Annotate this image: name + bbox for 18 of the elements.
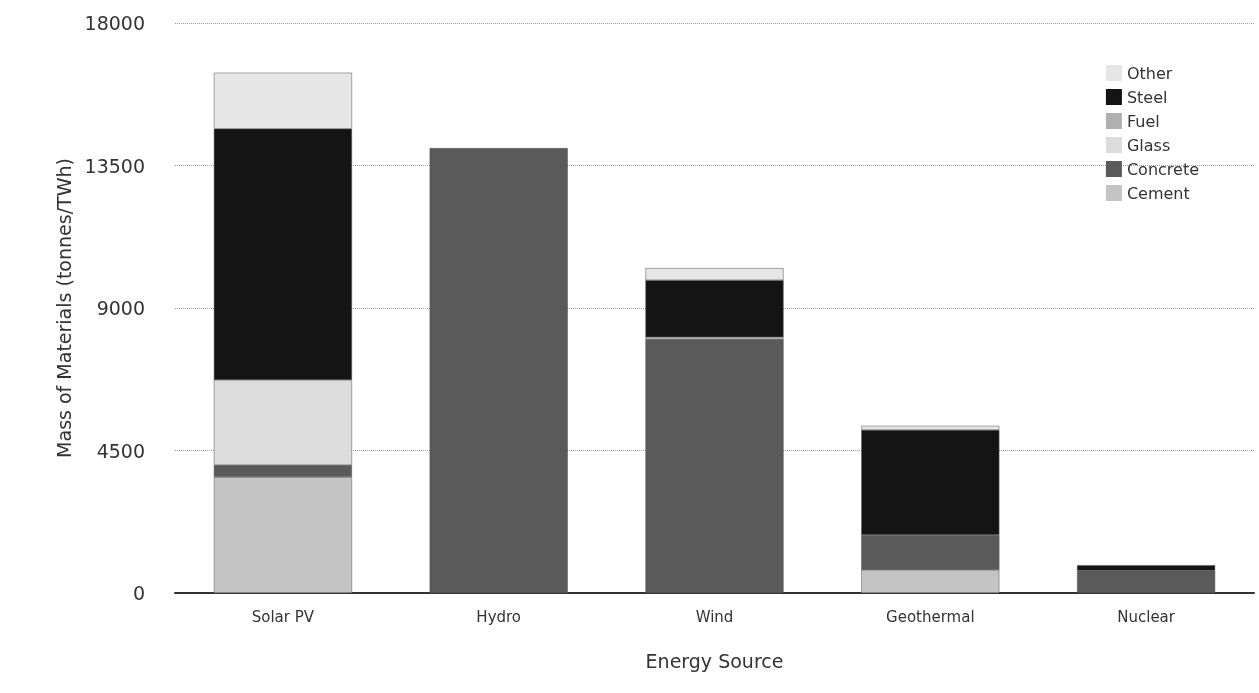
y-axis-title: Mass of Materials (tonnes/TWh) xyxy=(53,158,76,458)
x-tick-label: Wind xyxy=(695,607,734,626)
x-axis-title: Energy Source xyxy=(645,649,784,672)
legend-label: Concrete xyxy=(1126,159,1200,179)
y-tick-label: 13500 xyxy=(84,154,145,177)
x-tick-label: Geothermal xyxy=(886,607,975,626)
legend-label: Cement xyxy=(1126,183,1190,203)
y-tick-label: 9000 xyxy=(96,297,145,319)
legend-label: Steel xyxy=(1126,87,1168,107)
y-tick-label: 0 xyxy=(132,582,145,604)
legend-label: Glass xyxy=(1126,135,1171,155)
y-tick-label: 18000 xyxy=(84,12,145,34)
legend-label: Fuel xyxy=(1126,111,1160,131)
x-tick-label: Nuclear xyxy=(1117,607,1176,626)
x-tick-label: Solar PV xyxy=(251,607,315,626)
x-tick-label: Hydro xyxy=(476,607,522,626)
y-tick-label: 4500 xyxy=(96,439,145,462)
legend-label: Other xyxy=(1126,63,1173,83)
